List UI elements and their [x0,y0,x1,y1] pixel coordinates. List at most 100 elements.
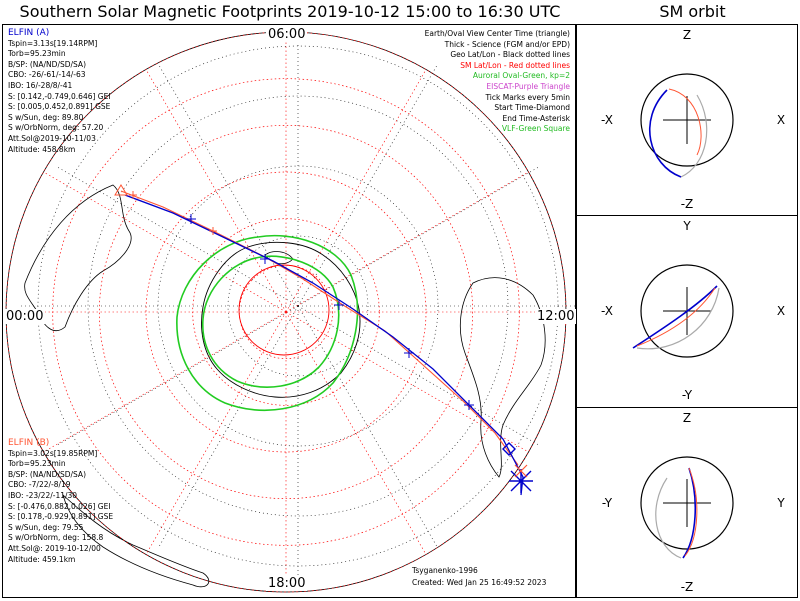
elfin-a-info-line: CBO: -26/-61/-14/-63 [8,70,86,80]
geo-lon-line [55,305,299,447]
sm-orbit-yz-panel: Z -Z -Y Y [576,407,798,598]
elfin-b-end-asterisk [514,464,528,478]
elfin-b-info-line: Altitude: 459.1km [8,554,76,564]
elfin-a-info-line: S: [0.005,0.452,0.891] GSE [8,102,111,112]
elfin-a-info-line: B/SP: (NA/ND/SD/SA) [8,59,86,69]
elfin-a-tick [404,348,414,358]
clock-label-bottom: 18:00 [266,576,308,591]
legend-entry: End Time-Asterisk [502,113,570,123]
elfin-b-info: ELFIN (B) Tspin=3.02s[19.85RPM] Torb=95.2… [8,438,113,565]
legend-entry: VLF-Green Square [501,124,570,134]
sm-axis-label-right: X [777,304,785,318]
sm-axis-label-top: Y [682,219,691,233]
sm-lon-line [285,311,427,555]
legend-entry: Geo Lat/Lon - Black dotted lines [450,50,570,60]
elfin-b-tick [209,227,217,235]
auroral-oval-outer [176,234,359,412]
antarctica-outline [201,241,361,398]
sm-lon-line [285,311,529,453]
elfin-a-info-line: Torb=95.23min [8,49,66,59]
elfin-a-track [124,194,524,496]
earth-circle [640,73,734,167]
sm-lon-line [285,69,427,313]
sm-axis-label-left: -X [601,113,613,127]
geo-lon-line [55,165,299,307]
clock-label-top: 06:00 [266,27,308,42]
geo-lon-line [297,165,541,307]
sm-lon-line [43,171,287,313]
sm-axis-label-bottom: -Z [681,580,694,594]
elfin-a-start-diamond [502,442,516,456]
geo-lon-line [157,305,299,549]
elfin-a-info-line: IBO: 16/-28/8/-41 [8,80,73,90]
sm-axis-label-left: -X [601,304,613,318]
elfin-b-details: Tspin=3.02s[19.85RPM] Torb=95.23min B/SP: … [8,449,113,566]
elfin-b-info-line: S w/OrbNorm, deg: 158.8 [8,533,104,543]
geo-lat-circle [87,95,509,517]
geo-lon-line [297,305,541,447]
clock-label-left: 00:00 [4,309,46,324]
elfin-b-orbit [684,467,698,557]
sm-orbit-xy-panel: Y -Y -X X [576,215,798,408]
elfin-b-name: ELFIN (B) [8,438,50,448]
elfin-b-info-line: S: [0.178,-0.929,0.891] GSE [8,512,114,522]
footprint-map [5,26,578,593]
elfin-b-orbit [636,287,716,347]
sm-lon-line [145,311,287,555]
elfin-b-info-line: CBO: -7/22/-8/19 [8,480,71,490]
elfin-a-end-asterisk [509,469,533,493]
sm-orbit-yz-plot: Z -Z -Y Y [602,411,785,594]
view-center-triangle [114,184,128,196]
legend-entry: EISCAT-Purple Triangle [486,81,570,91]
elfin-b-info-line: B/SP: (NA/ND/SD/SA) [8,469,86,479]
sm-axis-label-top: Z [683,28,691,42]
sm-orbit-xz-panel: Z -Z -X X [576,24,798,216]
sm-axis-label-right: X [777,113,785,127]
sm-axis-label-left: -Y [602,496,613,510]
sm-axis-label-top: Z [683,411,691,425]
sm-axis-label-bottom: -Z [681,197,694,211]
legend-entry: Thick - Science (FGM and/or EPD) [444,39,570,49]
elfin-b-orbit [668,88,702,156]
orbit-shadow [655,477,682,559]
sm-lon-line [43,311,287,453]
elfin-a-tick [334,300,344,310]
sm-orbit-title: SM orbit [659,2,726,21]
model-label: Tsyganenko-1996 [412,566,478,575]
elfin-a-tick [464,400,474,410]
elfin-b-info-line: Torb=95.23min [8,459,66,469]
legend-entry: Earth/Oval View Center Time (triangle) [424,29,570,38]
orbit-group [648,88,708,178]
elfin-a-orbit [682,467,697,559]
sm-axis-label-right: Y [776,496,785,510]
sm-lon-line [285,171,529,313]
sm-orbit-xz-plot: Z -Z -X X [601,28,785,211]
earth-circle [640,264,734,358]
created-label: Created: Wed Jan 25 16:49:52 2023 [412,578,547,587]
sm-lat-circle [238,264,334,360]
geo-lat-circle [227,235,369,377]
sm-axis-label-bottom: -Y [682,388,693,402]
geo-lon-line [297,63,439,307]
auroral-oval-inner [202,255,340,388]
elfin-a-info-line: S w/OrbNorm, deg: 57.20 [8,123,104,133]
elfin-a-info-line: S: [0.142,-0.749,0.646] GEI [8,91,111,101]
legend-entry: SM Lat/Lon - Red dotted lines [460,60,570,70]
sm-lat-circle [98,124,474,500]
elfin-b-info-line: Tspin=3.02s[19.85RPM] [8,448,98,458]
footprint-map-panel [2,24,578,598]
africa-outline [62,493,210,588]
elfin-b-info-line: IBO: -23/22/-11/30 [8,490,78,500]
sm-orbit-xy-plot: Y -Y -X X [601,219,785,402]
orbit-group [655,467,698,559]
legend: Earth/Oval View Center Time (triangle) Th… [425,29,570,135]
geo-lon-line [297,305,439,549]
legend-entry: Auroral Oval-Green, kp=2 [472,71,570,81]
elfin-a-info-line: Altitude: 458.8km [8,144,76,154]
orbit-shadow [680,94,708,178]
elfin-a-details: Tspin=3.13s[19.14RPM] Torb=95.23min B/SP: … [8,39,111,156]
elfin-b-info-line: S w/Sun, deg: 79.55 [8,522,84,532]
elfin-a-info-line: S w/Sun, deg: 89.80 [8,112,84,122]
elfin-a-orbit [648,89,682,178]
elfin-a-name: ELFIN (A) [8,28,50,38]
